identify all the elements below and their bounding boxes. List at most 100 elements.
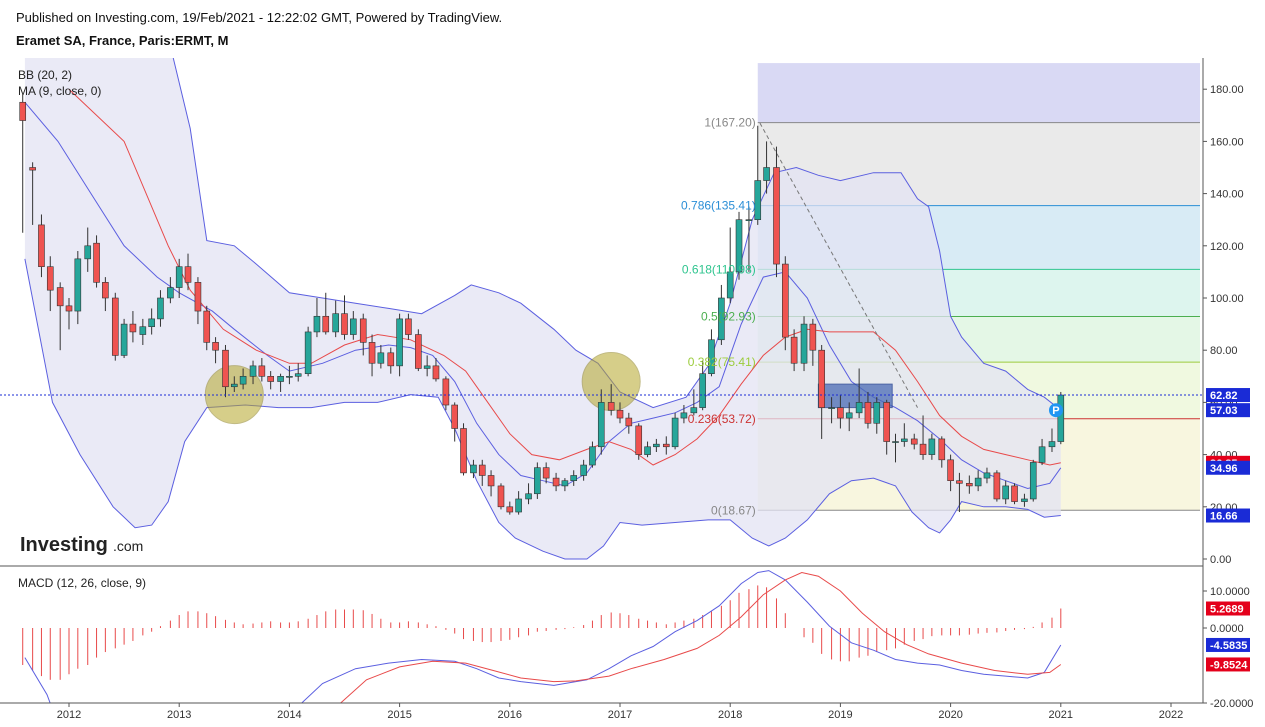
- candle: [552, 477, 560, 487]
- candle: [322, 315, 330, 333]
- candle: [983, 472, 991, 479]
- candle: [699, 373, 706, 408]
- x-tick-label: 2016: [498, 709, 522, 721]
- investing-logo: Investing .com: [20, 534, 143, 556]
- x-tick-label: 2021: [1049, 709, 1073, 721]
- candle: [873, 402, 881, 424]
- candle: [754, 180, 762, 221]
- logo-brand: Investing: [20, 534, 108, 556]
- candle: [1029, 462, 1037, 500]
- candle: [966, 483, 973, 487]
- candle: [773, 167, 780, 265]
- candle: [845, 412, 853, 419]
- candle: [102, 282, 109, 299]
- bollinger-lower-line: [24, 258, 1061, 560]
- ma-indicator-label[interactable]: MA (9, close, 0): [18, 84, 101, 98]
- candle: [313, 315, 321, 333]
- fib-level-label: 0.236(53.72): [688, 412, 756, 426]
- candle: [653, 443, 660, 448]
- candle: [470, 464, 477, 474]
- candle: [148, 318, 155, 328]
- bollinger-band-fill: [24, 58, 1061, 559]
- candle: [377, 352, 385, 364]
- candle: [341, 313, 348, 335]
- candle: [763, 167, 770, 181]
- price-badge-bg: [1206, 508, 1250, 523]
- candle: [542, 467, 550, 479]
- candle: [350, 318, 357, 335]
- price-badge-label: 62.82: [1210, 390, 1238, 402]
- candle: [864, 402, 872, 424]
- price-badge: -9.8524: [1206, 657, 1250, 672]
- candle: [38, 224, 45, 267]
- x-tick-label: 2019: [828, 709, 852, 721]
- candle: [1038, 446, 1046, 463]
- candle: [883, 402, 890, 442]
- candle: [690, 407, 698, 414]
- candle: [222, 349, 229, 388]
- fib-zone: [757, 63, 1200, 123]
- x-tick-label: 2014: [277, 709, 301, 721]
- candle: [194, 282, 202, 312]
- price-badge-label: 16.66: [1210, 511, 1238, 523]
- candle: [294, 373, 302, 377]
- signal-line: [339, 571, 1062, 703]
- candle: [167, 287, 174, 299]
- candle: [277, 375, 284, 382]
- macd-line: [24, 570, 1062, 703]
- candle: [625, 417, 633, 427]
- candle: [286, 375, 293, 378]
- candle: [84, 245, 92, 260]
- price-badge-bg: [1206, 403, 1250, 418]
- y-tick-label: 100.00: [1210, 293, 1244, 305]
- candle: [74, 258, 82, 312]
- price-badge-label: 34.96: [1210, 463, 1238, 475]
- candle: [304, 331, 312, 374]
- moving-average-line: [68, 88, 1061, 466]
- symbol-title: Eramet SA, France, Paris:ERMT, M: [16, 33, 229, 48]
- candle: [855, 402, 863, 414]
- fib-level-label: 0.5(92.93): [701, 309, 756, 323]
- candle: [974, 477, 982, 487]
- candle: [662, 443, 670, 448]
- candle: [19, 101, 27, 121]
- price-badge-label: -9.8524: [1210, 659, 1248, 671]
- candle: [616, 409, 624, 419]
- candle: [901, 438, 908, 442]
- fib-level-label: 0(18.67): [711, 503, 756, 517]
- candle: [460, 428, 467, 474]
- candle: [525, 493, 532, 500]
- price-badge: 5.2689: [1206, 601, 1250, 616]
- y-tick-label: 80.00: [1210, 345, 1238, 357]
- candle: [800, 323, 808, 364]
- candle: [671, 417, 679, 448]
- candle: [231, 383, 238, 388]
- y-tick-label: 0.00: [1210, 554, 1231, 566]
- candle: [368, 342, 376, 364]
- fib-level-label: 0.382(75.41): [688, 355, 756, 369]
- bollinger-mid-line: [24, 101, 1062, 490]
- y-tick-label: 120.00: [1210, 241, 1244, 253]
- logo-suffix: .com: [113, 538, 143, 554]
- price-badge-bg: [1206, 601, 1250, 616]
- p-marker[interactable]: P: [1048, 403, 1063, 418]
- candle: [29, 167, 36, 171]
- price-badge-label: -4.5835: [1210, 640, 1247, 652]
- bb-indicator-label[interactable]: BB (20, 2): [18, 68, 72, 82]
- p-marker-text: P: [1052, 405, 1059, 417]
- candle: [157, 297, 164, 320]
- candle: [818, 349, 825, 408]
- candle: [1048, 441, 1056, 448]
- candle: [735, 219, 743, 273]
- candle: [432, 365, 440, 380]
- published-caption: Published on Investing.com, 19/Feb/2021 …: [16, 10, 503, 25]
- fib-level-label: 1(167.20): [704, 116, 755, 130]
- macd-plot-area: [22, 570, 1062, 703]
- candle: [203, 310, 211, 343]
- price-badge: 62.82: [1206, 388, 1250, 403]
- macd-indicator-label[interactable]: MACD (12, 26, close, 9): [18, 576, 146, 590]
- candle: [790, 336, 798, 364]
- candle: [442, 378, 450, 406]
- candle: [570, 475, 578, 482]
